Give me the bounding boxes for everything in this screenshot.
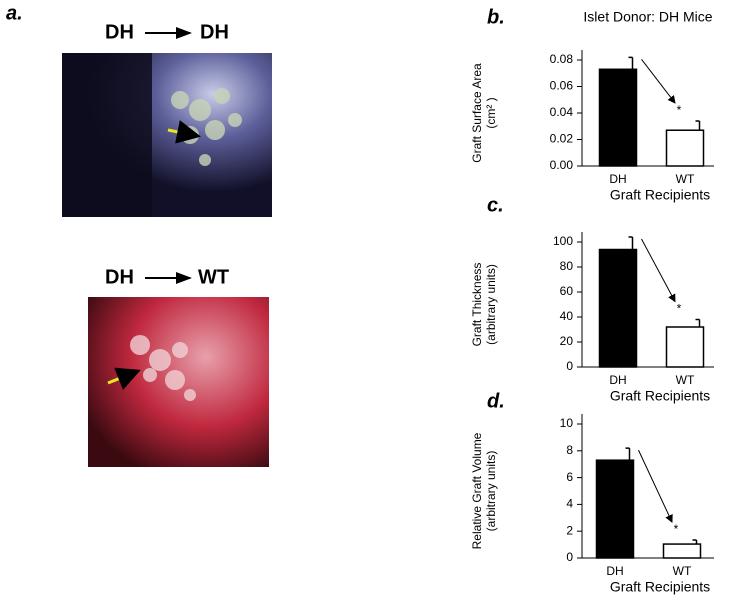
panel-label: d. (487, 390, 505, 412)
recipient-label: DH (200, 21, 229, 43)
pointer (167, 120, 201, 144)
x-tick-label: WT (676, 172, 695, 186)
chart-title: Islet Donor: DH Mice (583, 9, 712, 25)
photo-shadow (62, 53, 152, 217)
trend-arrow (641, 238, 676, 303)
trend-arrow (641, 59, 676, 104)
panel-label: a. (6, 2, 23, 24)
y-axis-label: (arbitrary units) (484, 451, 498, 532)
error-bar (695, 318, 701, 327)
x-tick-label: DH (609, 172, 626, 186)
y-tick-label: 0.04 (550, 105, 574, 119)
x-tick-label: DH (609, 373, 626, 387)
y-axis-label: Graft Surface Area (470, 63, 484, 163)
donor-label: DH (105, 266, 134, 288)
y-axis-label: (cm² ) (484, 97, 498, 128)
y-tick-label: 2 (566, 523, 573, 537)
x-axis-label: Graft Recipients (610, 187, 710, 203)
x-tick-label: DH (606, 564, 623, 578)
bar (598, 248, 638, 368)
error-bar (695, 120, 701, 131)
y-axis-label: (arbitrary units) (484, 264, 498, 345)
y-tick-label: 80 (560, 259, 574, 273)
error-bar (625, 447, 631, 461)
y-tick-label: 0.00 (550, 158, 574, 172)
y-tick-label: 0.08 (550, 52, 574, 66)
error-bar (628, 56, 634, 70)
error-bar (692, 539, 698, 545)
y-axis-label: Graft Thickness (470, 263, 484, 347)
islets (130, 335, 196, 401)
y-tick-label: 8 (566, 443, 573, 457)
y-tick-label: 0.06 (550, 79, 574, 93)
arrow-head (176, 27, 192, 39)
panel-label: b. (487, 6, 505, 28)
bar (598, 68, 638, 167)
bar (662, 543, 702, 559)
y-tick-label: 10 (560, 416, 574, 430)
x-tick-label: WT (673, 564, 692, 578)
y-tick-label: 0 (566, 550, 573, 564)
bar (665, 129, 705, 167)
panel-label: c. (487, 194, 504, 216)
y-tick-label: 6 (566, 470, 573, 484)
arrow-head (176, 272, 192, 284)
bar (595, 459, 635, 559)
y-tick-label: 60 (560, 284, 574, 298)
y-tick-label: 0.02 (550, 132, 574, 146)
y-tick-label: 40 (560, 309, 574, 323)
y-axis-label: Relative Graft Volume (470, 432, 484, 549)
y-tick-label: 0 (566, 359, 573, 373)
bar (665, 326, 705, 368)
recipient-label: WT (198, 266, 229, 288)
trend-arrow (638, 449, 673, 523)
y-tick-label: 20 (560, 334, 574, 348)
x-tick-label: WT (676, 373, 695, 387)
y-tick-label: 4 (566, 497, 573, 511)
x-axis-label: Graft Recipients (610, 388, 710, 404)
x-axis-label: Graft Recipients (610, 579, 710, 595)
significance: * (677, 103, 682, 117)
pointer (107, 367, 141, 390)
y-tick-label: 100 (553, 234, 573, 248)
significance: * (674, 522, 679, 536)
error-bar (628, 236, 634, 250)
significance: * (677, 302, 682, 316)
donor-label: DH (105, 21, 134, 43)
